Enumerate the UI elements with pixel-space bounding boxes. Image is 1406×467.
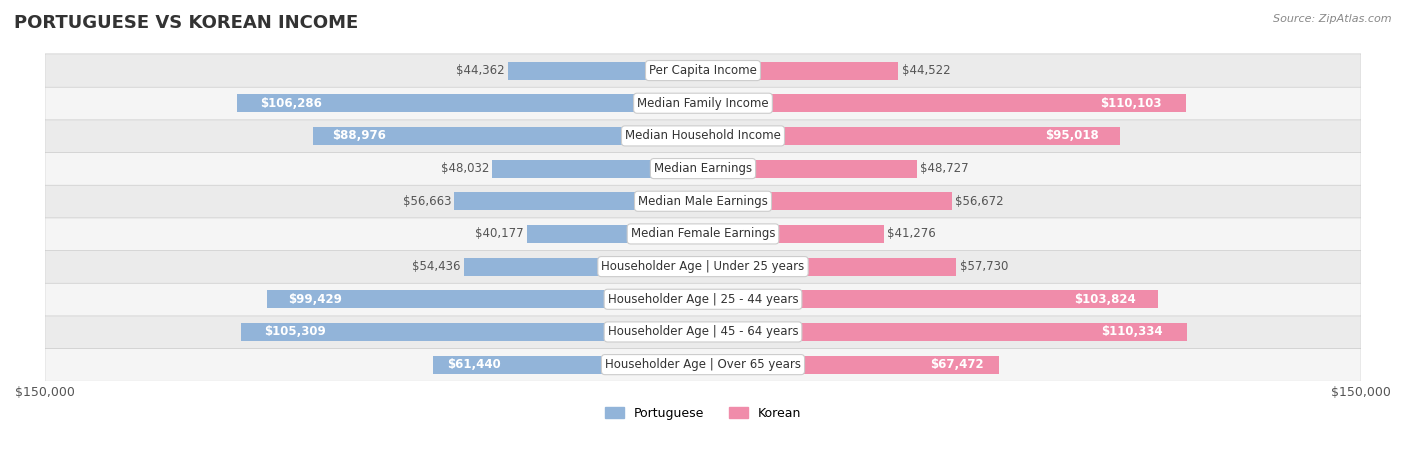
FancyBboxPatch shape <box>45 86 1361 120</box>
Bar <box>703 290 1159 308</box>
Bar <box>267 290 703 308</box>
Text: Per Capita Income: Per Capita Income <box>650 64 756 77</box>
Bar <box>312 127 703 145</box>
Bar <box>703 62 898 79</box>
Text: Median Household Income: Median Household Income <box>626 129 780 142</box>
Bar <box>433 356 703 374</box>
Text: $105,309: $105,309 <box>264 325 326 339</box>
FancyBboxPatch shape <box>45 184 1361 218</box>
Bar <box>454 192 703 210</box>
Text: PORTUGUESE VS KOREAN INCOME: PORTUGUESE VS KOREAN INCOME <box>14 14 359 32</box>
Text: $41,276: $41,276 <box>887 227 936 241</box>
Text: $61,440: $61,440 <box>447 358 501 371</box>
Bar <box>703 225 884 243</box>
FancyBboxPatch shape <box>45 315 1361 348</box>
Bar <box>703 94 1187 112</box>
Text: $40,177: $40,177 <box>475 227 523 241</box>
Text: $88,976: $88,976 <box>332 129 387 142</box>
Bar <box>492 160 703 177</box>
Legend: Portuguese, Korean: Portuguese, Korean <box>600 402 806 425</box>
Bar <box>464 258 703 276</box>
Text: $57,730: $57,730 <box>959 260 1008 273</box>
Bar <box>236 94 703 112</box>
Bar <box>703 192 952 210</box>
FancyBboxPatch shape <box>45 54 1361 87</box>
Text: $48,727: $48,727 <box>920 162 969 175</box>
Text: $48,032: $48,032 <box>440 162 489 175</box>
Bar <box>509 62 703 79</box>
Text: Householder Age | Under 25 years: Householder Age | Under 25 years <box>602 260 804 273</box>
Bar <box>703 356 1000 374</box>
FancyBboxPatch shape <box>45 152 1361 185</box>
Text: $56,663: $56,663 <box>402 195 451 208</box>
Text: $106,286: $106,286 <box>260 97 322 110</box>
Bar <box>703 323 1187 341</box>
Text: $56,672: $56,672 <box>955 195 1004 208</box>
Bar <box>703 160 917 177</box>
Text: $110,103: $110,103 <box>1101 97 1161 110</box>
Text: $99,429: $99,429 <box>288 293 343 306</box>
FancyBboxPatch shape <box>45 348 1361 381</box>
Text: Median Family Income: Median Family Income <box>637 97 769 110</box>
FancyBboxPatch shape <box>45 250 1361 283</box>
Text: $103,824: $103,824 <box>1074 293 1136 306</box>
FancyBboxPatch shape <box>45 283 1361 316</box>
Text: $110,334: $110,334 <box>1101 325 1163 339</box>
Text: $44,362: $44,362 <box>457 64 505 77</box>
FancyBboxPatch shape <box>45 217 1361 251</box>
Bar <box>703 258 956 276</box>
Text: Median Earnings: Median Earnings <box>654 162 752 175</box>
Text: $54,436: $54,436 <box>412 260 461 273</box>
Text: Householder Age | 45 - 64 years: Householder Age | 45 - 64 years <box>607 325 799 339</box>
Text: Median Male Earnings: Median Male Earnings <box>638 195 768 208</box>
Text: Median Female Earnings: Median Female Earnings <box>631 227 775 241</box>
Text: $44,522: $44,522 <box>901 64 950 77</box>
Text: Source: ZipAtlas.com: Source: ZipAtlas.com <box>1274 14 1392 24</box>
Bar <box>527 225 703 243</box>
Bar <box>703 127 1119 145</box>
Bar <box>240 323 703 341</box>
Text: Householder Age | 25 - 44 years: Householder Age | 25 - 44 years <box>607 293 799 306</box>
Text: $67,472: $67,472 <box>931 358 984 371</box>
Text: Householder Age | Over 65 years: Householder Age | Over 65 years <box>605 358 801 371</box>
Text: $95,018: $95,018 <box>1045 129 1099 142</box>
FancyBboxPatch shape <box>45 119 1361 153</box>
